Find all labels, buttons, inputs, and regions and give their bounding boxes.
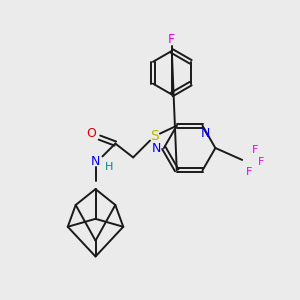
Text: N: N (201, 127, 210, 140)
Text: N: N (91, 155, 100, 168)
Text: F: F (252, 145, 258, 155)
Text: F: F (246, 167, 252, 177)
Text: S: S (151, 129, 159, 142)
Text: N: N (152, 142, 162, 154)
Text: F: F (258, 157, 264, 167)
Text: F: F (168, 32, 175, 46)
Text: H: H (105, 162, 114, 172)
Text: O: O (87, 127, 97, 140)
